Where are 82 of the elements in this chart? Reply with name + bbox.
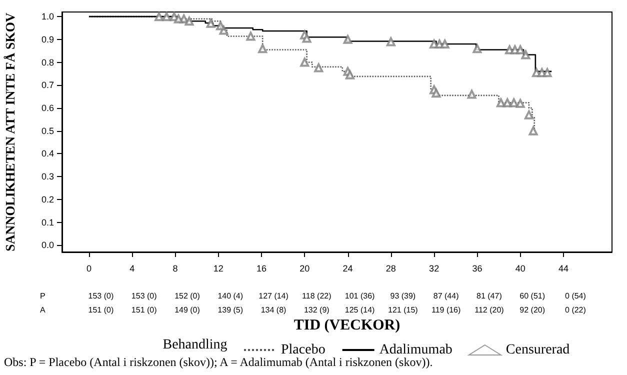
point: [528, 126, 538, 136]
y-tick-label: 1.0: [41, 12, 54, 22]
y-axis-title: SANNOLIKHETEN ATT INTE FÅ SKOV: [2, 12, 18, 252]
text: 119 (16): [431, 306, 461, 314]
x-tick-label: 12: [213, 264, 224, 274]
point: [542, 68, 552, 78]
text: 132 (9): [304, 306, 330, 314]
point: [386, 37, 396, 46]
point: [258, 44, 268, 54]
x-tick-label: 40: [515, 264, 526, 274]
point: [521, 50, 530, 60]
x-tick-label: 8: [172, 264, 178, 274]
y-tick-label: 0.3: [41, 172, 54, 182]
y-tick-label: 0.1: [41, 217, 54, 228]
text: 140 (4): [218, 292, 244, 300]
text: 153 (0): [88, 292, 114, 300]
text: 60 (51): [520, 292, 546, 300]
text: 149 (0): [174, 306, 200, 314]
point: [174, 14, 183, 24]
x-tick-label: 0: [86, 264, 92, 274]
text: 0 (22): [565, 306, 586, 314]
text: 101 (36): [344, 292, 376, 300]
x-tick-label: 28: [386, 264, 396, 274]
point: [524, 110, 534, 120]
text: 134 (8): [260, 306, 287, 314]
point: [300, 58, 310, 67]
legend-label: Placebo: [281, 342, 326, 358]
point: [502, 98, 512, 108]
text: 152 (0): [174, 292, 200, 300]
point: [184, 16, 194, 26]
text: 121 (15): [388, 306, 418, 314]
x-tick-label: 32: [429, 264, 440, 274]
text: 139 (5): [218, 306, 244, 314]
point: [509, 98, 518, 108]
point: [314, 63, 324, 72]
text: 112 (20): [474, 306, 504, 314]
text: Obs: P = Placebo (Antal i riskzonen (skov)); A = Adalimumab (Antal i riskzonen (skov)).: [4, 355, 433, 369]
x-tick-label: 20: [300, 264, 310, 274]
point: [302, 34, 312, 43]
x-tick-label: 44: [558, 264, 568, 274]
point: [467, 90, 476, 99]
point: [345, 70, 354, 80]
x-tick-label: 24: [342, 264, 353, 274]
point: [472, 44, 482, 54]
legend-title: Behandling: [162, 338, 228, 352]
text: 93 (39): [390, 292, 416, 300]
y-tick-label: 0.0: [41, 240, 54, 250]
y-tick-label: 0.6: [41, 103, 54, 113]
x-tick-label: 16: [256, 264, 267, 274]
text: 151 (0): [131, 306, 158, 314]
point: [216, 21, 226, 30]
text: 151 (0): [88, 306, 114, 314]
y-tick-label: 0.8: [41, 57, 54, 68]
point: [206, 18, 216, 28]
y-tick-label: 0.5: [41, 126, 54, 136]
text: A: [40, 306, 46, 314]
y-tick-label: 0.4: [41, 148, 54, 159]
text: 87 (44): [433, 292, 460, 300]
point: [343, 34, 352, 44]
y-tick-label: 0.2: [41, 194, 54, 204]
legend-label: Censurerad: [506, 342, 570, 358]
x-tick-label: 4: [130, 264, 135, 274]
text: 125 (14): [344, 306, 376, 314]
y-tick-label: 0.9: [41, 34, 54, 44]
x-tick-label: 36: [472, 264, 482, 274]
text: 0 (54): [565, 292, 586, 300]
text: 92 (20): [520, 306, 546, 314]
point: [516, 98, 525, 108]
y-tick-label: 0.7: [41, 80, 54, 90]
text: 153 (0): [131, 292, 158, 300]
text: 118 (22): [302, 292, 332, 300]
point: [432, 88, 441, 98]
point: [162, 12, 172, 22]
point: [154, 12, 164, 22]
legend-label: Adalimumab: [379, 342, 452, 358]
x-axis-title: TID (VECKOR): [294, 318, 400, 334]
point: [246, 32, 256, 41]
point: [516, 45, 525, 54]
point: [496, 98, 506, 108]
text: 81 (47): [476, 292, 502, 300]
text: P: [40, 292, 46, 300]
text: 127 (14): [258, 292, 289, 300]
